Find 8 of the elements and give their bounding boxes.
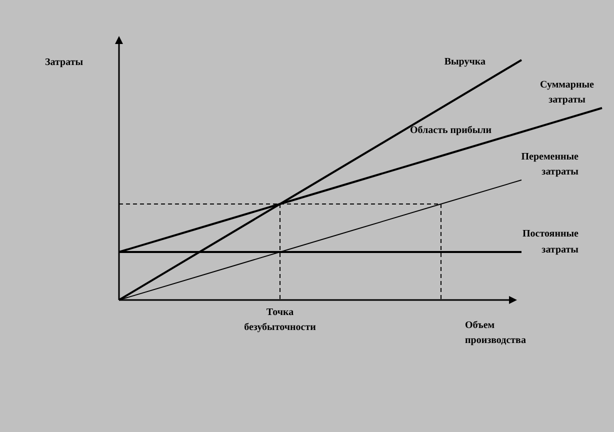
y-axis-title: Затраты bbox=[45, 56, 84, 70]
text: Точка безубыточности bbox=[243, 306, 317, 335]
x-axis-title: Объем производства bbox=[465, 319, 527, 348]
series-label: Переменные затраты bbox=[521, 152, 580, 178]
series-label: Суммарные затраты bbox=[540, 80, 595, 106]
series-label: Выручка bbox=[444, 56, 486, 68]
annotation: Область прибыли bbox=[410, 124, 492, 138]
series-label: Постоянные затраты bbox=[522, 228, 580, 256]
